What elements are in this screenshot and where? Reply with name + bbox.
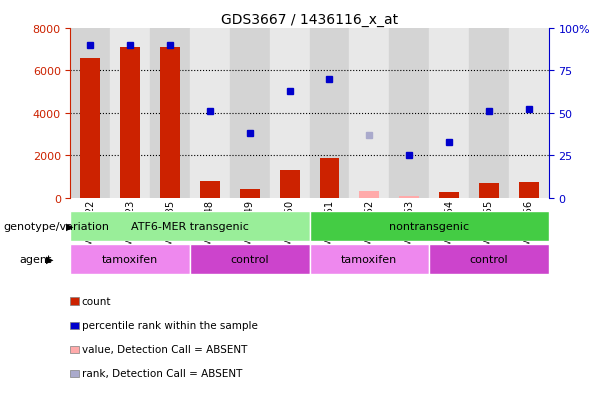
Bar — [190, 29, 230, 198]
Bar — [190, 244, 310, 274]
Bar — [270, 29, 310, 198]
Bar — [389, 29, 429, 198]
Text: ▶: ▶ — [46, 254, 53, 264]
Bar — [70, 211, 310, 241]
Bar — [200, 181, 220, 198]
Bar — [120, 48, 140, 198]
Bar — [399, 196, 419, 198]
Text: percentile rank within the sample: percentile rank within the sample — [82, 320, 257, 330]
Text: tamoxifen: tamoxifen — [341, 254, 397, 264]
Bar — [240, 190, 260, 198]
Bar — [310, 211, 549, 241]
Bar — [280, 171, 300, 198]
Text: agent: agent — [20, 254, 52, 264]
Bar — [469, 29, 509, 198]
Bar — [150, 29, 190, 198]
Bar — [509, 29, 549, 198]
Bar — [70, 29, 110, 198]
Bar — [349, 29, 389, 198]
Text: count: count — [82, 297, 111, 306]
Text: value, Detection Call = ABSENT: value, Detection Call = ABSENT — [82, 344, 247, 354]
Bar — [429, 29, 469, 198]
Bar — [519, 183, 539, 198]
Text: rank, Detection Call = ABSENT: rank, Detection Call = ABSENT — [82, 368, 242, 378]
Text: genotype/variation: genotype/variation — [3, 221, 109, 231]
Bar — [359, 192, 379, 198]
Bar — [110, 29, 150, 198]
Bar — [70, 244, 190, 274]
Bar — [310, 29, 349, 198]
Bar — [230, 29, 270, 198]
Bar — [439, 192, 459, 198]
Bar — [429, 244, 549, 274]
Title: GDS3667 / 1436116_x_at: GDS3667 / 1436116_x_at — [221, 12, 398, 26]
Bar — [160, 48, 180, 198]
Text: tamoxifen: tamoxifen — [102, 254, 158, 264]
Text: ▶: ▶ — [66, 221, 74, 231]
Bar — [319, 159, 340, 198]
Text: nontransgenic: nontransgenic — [389, 221, 469, 231]
Text: control: control — [470, 254, 508, 264]
Text: ATF6-MER transgenic: ATF6-MER transgenic — [131, 221, 249, 231]
Bar — [479, 183, 499, 198]
Text: control: control — [230, 254, 269, 264]
Bar — [80, 59, 101, 198]
Bar — [310, 244, 429, 274]
